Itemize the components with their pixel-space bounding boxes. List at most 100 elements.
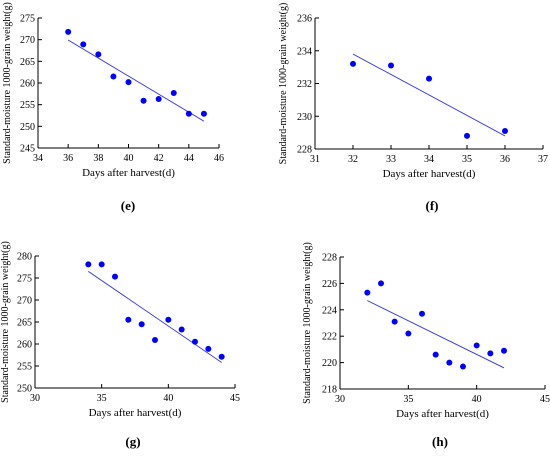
data-point [178, 326, 185, 333]
x-tick-label: 36 [63, 153, 73, 164]
x-tick-label: 32 [348, 154, 358, 165]
data-point [185, 110, 192, 117]
data-point [218, 353, 225, 360]
panel-e: 34 36 38 40 42 44 46 245 250 255 260 265 270 275 Days … [2, 2, 224, 213]
data-point [165, 316, 172, 323]
x-tick-label: 35 [97, 393, 107, 404]
x-axis-label: Days after harvest(d) [89, 407, 182, 419]
x-tick-label: 40 [124, 153, 134, 164]
x-tick-label: 30 [30, 393, 40, 404]
y-axis-label: Standard-moisture 1000-grain weight(g) [302, 242, 313, 404]
y-tick-label: 260 [20, 79, 35, 90]
y-tick-label: 236 [297, 14, 312, 25]
data-point [391, 318, 398, 325]
y-tick-label: 275 [17, 274, 32, 285]
y-tick-label: 218 [322, 385, 337, 396]
data-point [140, 97, 147, 104]
y-tick-label: 222 [322, 332, 337, 343]
data-point [405, 330, 412, 337]
data-point [98, 261, 105, 268]
data-point [125, 79, 132, 86]
panel-h: 30 35 40 45 218 220 222 224 226 228 Days after har… [302, 242, 550, 449]
regression-line [352, 53, 506, 137]
data-point [501, 347, 507, 354]
data-point [426, 75, 432, 82]
data-point [419, 310, 425, 317]
data-point [138, 321, 145, 328]
x-tick-label: 38 [93, 153, 103, 164]
data-point [200, 110, 207, 117]
x-tick-label: 30 [335, 394, 345, 405]
y-tick-label: 228 [297, 145, 312, 156]
data-point [192, 338, 198, 345]
y-axis-label: Standard-moisture 1000-grain weight(g) [0, 241, 11, 403]
y-tick-label: 255 [20, 100, 35, 111]
x-tick-label: 45 [230, 393, 240, 404]
data-point [378, 280, 384, 287]
x-tick-label: 31 [310, 154, 320, 165]
data-point [65, 28, 72, 35]
y-tick-label: 224 [322, 305, 337, 316]
x-axis-label: Days after harvest(d) [82, 167, 175, 179]
panel-label: (e) [121, 198, 135, 213]
y-axis-label: Standard-moisture 1000-grain weight(g) [2, 2, 13, 164]
data-point [95, 51, 102, 58]
data-point [80, 41, 87, 48]
data-point [473, 342, 480, 349]
data-point [155, 96, 162, 103]
y-tick-label: 226 [322, 279, 337, 290]
x-tick-label: 44 [184, 153, 194, 164]
panel-label: (h) [432, 434, 448, 449]
x-tick-label: 42 [154, 153, 164, 164]
x-tick-label: 40 [163, 393, 173, 404]
data-point [464, 132, 470, 139]
x-tick-label: 35 [462, 154, 472, 165]
y-tick-label: 270 [17, 296, 32, 307]
y-tick-label: 250 [17, 384, 32, 395]
panel-f: 31 32 33 34 35 36 37 228 230 232 234 236 Days after … [278, 3, 548, 213]
panel-label: (g) [125, 434, 140, 449]
x-tick-label: 45 [540, 394, 550, 405]
y-tick-label: 270 [20, 35, 35, 46]
y-tick-label: 245 [20, 144, 35, 155]
data-point [110, 73, 117, 80]
y-tick-label: 230 [297, 112, 312, 123]
regression-line [88, 270, 222, 363]
x-tick-label: 35 [403, 394, 413, 405]
y-tick-label: 265 [17, 318, 32, 329]
x-axis-label: Days after harvest(d) [383, 168, 476, 180]
y-tick-label: 275 [20, 14, 35, 25]
y-tick-label: 280 [17, 252, 32, 263]
y-tick-label: 232 [297, 79, 312, 90]
data-point [460, 363, 466, 370]
data-point [432, 351, 439, 358]
data-point [364, 289, 371, 296]
y-axis-label: Standard-moisture 1000-grain weight(g) [278, 3, 289, 165]
data-point [388, 62, 394, 69]
regression-line [367, 300, 505, 369]
panel-g: 30 35 40 45 250 255 260 265 270 275 280 Days after … [0, 241, 240, 449]
data-point [112, 273, 118, 280]
y-tick-label: 255 [17, 362, 32, 373]
data-point [350, 60, 356, 67]
x-tick-label: 37 [538, 154, 548, 165]
y-tick-label: 220 [322, 358, 337, 369]
x-tick-label: 33 [386, 154, 396, 165]
x-tick-label: 34 [33, 153, 43, 164]
data-point [170, 89, 177, 96]
x-tick-label: 40 [472, 394, 482, 405]
y-tick-label: 228 [322, 253, 337, 264]
data-point [487, 350, 494, 357]
x-tick-label: 34 [424, 154, 434, 165]
y-tick-label: 234 [297, 46, 312, 57]
data-point [152, 337, 158, 344]
panel-label: (f) [426, 198, 439, 213]
y-tick-label: 260 [17, 340, 32, 351]
data-point [446, 359, 453, 366]
x-tick-label: 46 [214, 153, 224, 164]
y-tick-label: 250 [20, 122, 35, 133]
data-point [502, 127, 508, 134]
x-axis-label: Days after harvest(d) [396, 408, 489, 420]
x-tick-label: 36 [500, 154, 510, 165]
